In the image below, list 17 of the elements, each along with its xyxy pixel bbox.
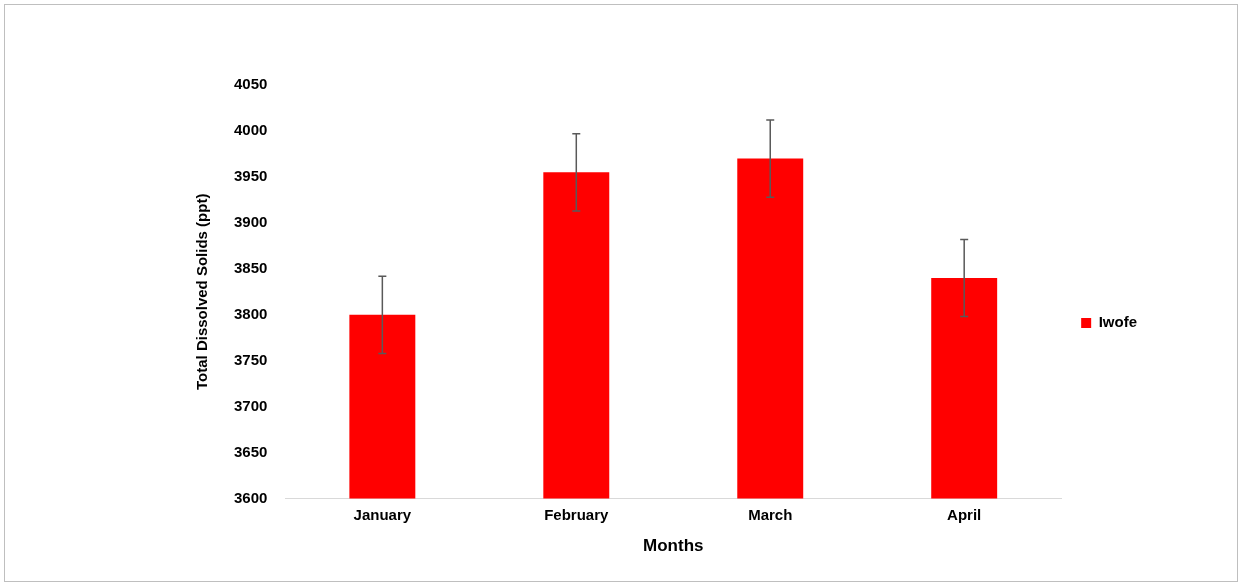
x-tick-label: March <box>748 505 793 523</box>
y-tick-label: 3800 <box>233 304 268 322</box>
y-tick-label: 4000 <box>233 121 268 139</box>
y-tick-label: 3900 <box>233 213 268 231</box>
y-tick-label: 3650 <box>233 442 268 460</box>
x-tick-label: February <box>544 505 610 523</box>
y-tick-label: 3950 <box>233 167 268 185</box>
x-axis-title: Months <box>643 536 704 556</box>
y-tick-label: 3700 <box>233 396 268 414</box>
y-tick-label: 3750 <box>233 350 268 368</box>
y-tick-label: 3850 <box>233 258 268 276</box>
legend-label: Iwofe <box>1098 313 1138 331</box>
y-axis-title: Total Dissolved Solids (ppt) <box>193 193 211 390</box>
x-tick-label: April <box>947 505 982 523</box>
x-tick-label: January <box>353 505 412 523</box>
y-tick-label: 4050 <box>233 75 268 93</box>
y-tick-label: 3600 <box>233 488 268 506</box>
